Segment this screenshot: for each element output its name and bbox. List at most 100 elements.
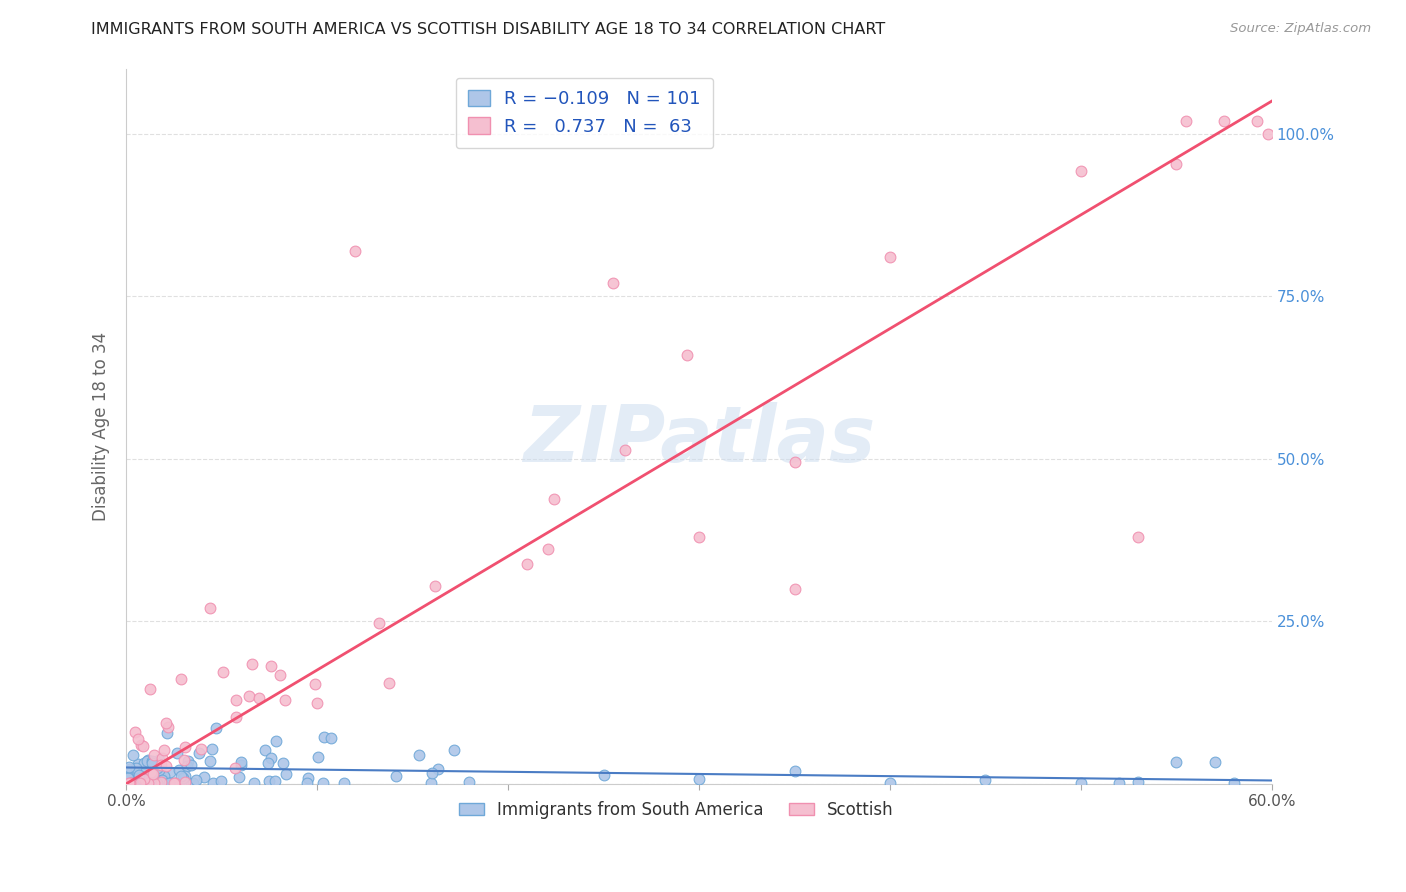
Point	[295, 776, 318, 790]
Point	[127, 731, 149, 746]
Point	[259, 774, 281, 789]
Point	[153, 743, 176, 757]
Point	[1222, 776, 1244, 790]
Point	[143, 772, 166, 787]
Point	[138, 772, 160, 787]
Point	[131, 763, 153, 777]
Point	[127, 772, 149, 787]
Point	[186, 773, 208, 788]
Point	[209, 774, 232, 789]
Point	[131, 772, 153, 787]
Point	[117, 770, 139, 784]
Point	[783, 455, 806, 469]
Point	[537, 541, 560, 556]
Point	[118, 776, 141, 790]
Point	[274, 692, 297, 706]
Point	[592, 768, 614, 782]
Point	[304, 677, 326, 691]
Point	[225, 692, 247, 706]
Point	[129, 776, 152, 790]
Point	[138, 681, 160, 696]
Point	[176, 758, 198, 772]
Point	[170, 672, 193, 686]
Point	[1175, 113, 1198, 128]
Point	[243, 776, 266, 790]
Point	[143, 747, 166, 762]
Point	[134, 756, 156, 770]
Point	[118, 765, 141, 780]
Point	[181, 776, 204, 790]
Point	[688, 772, 710, 786]
Point	[225, 710, 247, 724]
Point	[312, 730, 335, 744]
Point	[614, 442, 637, 457]
Point	[156, 726, 179, 740]
Point	[312, 776, 335, 790]
Point	[165, 776, 187, 790]
Point	[120, 776, 142, 790]
Point	[136, 754, 159, 768]
Point	[423, 579, 446, 593]
Point	[143, 758, 166, 772]
Text: ZIPatlas: ZIPatlas	[523, 402, 875, 478]
Point	[516, 557, 538, 571]
Point	[228, 770, 250, 784]
Point	[879, 250, 901, 264]
Text: Source: ZipAtlas.com: Source: ZipAtlas.com	[1230, 22, 1371, 36]
Point	[152, 769, 174, 783]
Point	[1257, 127, 1279, 141]
Point	[122, 748, 145, 763]
Point	[205, 721, 228, 735]
Point	[118, 774, 141, 789]
Point	[264, 734, 287, 748]
Point	[602, 276, 624, 290]
Point	[150, 773, 173, 788]
Point	[142, 776, 165, 790]
Point	[156, 720, 179, 734]
Point	[139, 764, 162, 779]
Legend: Immigrants from South America, Scottish: Immigrants from South America, Scottish	[453, 794, 900, 825]
Point	[1128, 530, 1150, 544]
Point	[193, 770, 215, 784]
Point	[229, 755, 252, 769]
Point	[149, 774, 172, 789]
Point	[458, 775, 481, 789]
Point	[155, 715, 177, 730]
Point	[128, 768, 150, 782]
Point	[688, 530, 710, 544]
Point	[271, 756, 294, 770]
Point	[163, 776, 186, 790]
Point	[443, 743, 465, 757]
Point	[148, 763, 170, 777]
Point	[1246, 113, 1268, 128]
Point	[1070, 776, 1092, 790]
Point	[136, 753, 159, 767]
Point	[132, 739, 155, 753]
Point	[166, 746, 188, 760]
Point	[157, 776, 180, 790]
Point	[148, 763, 170, 777]
Point	[253, 743, 276, 757]
Point	[163, 776, 186, 790]
Point	[180, 758, 202, 772]
Point	[198, 754, 221, 768]
Point	[159, 765, 181, 780]
Point	[120, 776, 142, 790]
Point	[148, 753, 170, 767]
Point	[212, 665, 235, 680]
Point	[141, 756, 163, 771]
Point	[676, 348, 699, 362]
Point	[247, 690, 270, 705]
Point	[198, 601, 221, 615]
Point	[1204, 755, 1226, 769]
Point	[974, 772, 997, 787]
Point	[263, 774, 285, 789]
Point	[297, 771, 319, 785]
Point	[142, 766, 165, 780]
Point	[190, 742, 212, 756]
Point	[1166, 157, 1188, 171]
Point	[378, 676, 401, 690]
Point	[238, 689, 260, 703]
Point	[308, 749, 330, 764]
Point	[134, 772, 156, 786]
